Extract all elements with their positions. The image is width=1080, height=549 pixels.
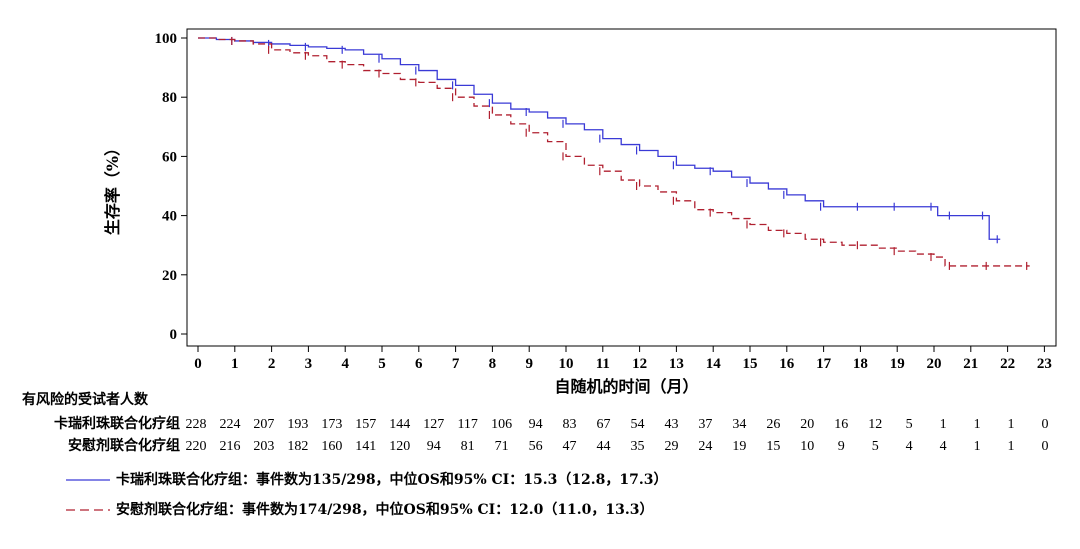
legend-label-1: 卡瑞利珠联合化疗组：事件数为135/298，中位OS和95% CI：15.3（1… — [116, 471, 668, 488]
legend-label-2: 安慰剂联合化疗组：事件数为174/298，中位OS和95% CI：12.0（11… — [116, 501, 654, 518]
risk-count: 106 — [491, 417, 512, 432]
x-tick-label: 14 — [706, 356, 722, 372]
risk-count: 157 — [355, 417, 376, 432]
risk-count: 56 — [529, 439, 543, 454]
x-axis-title: 自随机的时间（月） — [554, 377, 698, 396]
risk-count: 207 — [253, 417, 274, 432]
risk-count: 94 — [427, 439, 441, 454]
risk-count: 0 — [1042, 417, 1049, 432]
risk-count: 224 — [219, 417, 240, 432]
series-line-2 — [198, 37, 1030, 267]
x-tick-label: 0 — [194, 356, 202, 372]
risk-count: 26 — [766, 417, 780, 432]
y-axis: 0 20 40 60 80 100 — [155, 31, 187, 343]
x-tick-label: 5 — [378, 356, 386, 372]
x-tick-label: 10 — [559, 356, 574, 372]
x-tick-label: 6 — [415, 356, 423, 372]
risk-count: 54 — [630, 417, 644, 432]
x-tick-label: 4 — [341, 356, 349, 372]
y-tick-label: 20 — [162, 268, 177, 284]
plot-frame — [186, 28, 1057, 347]
risk-count: 141 — [355, 439, 376, 454]
y-tick-label: 100 — [155, 31, 178, 47]
risk-count: 228 — [186, 417, 207, 432]
risk-count: 94 — [529, 417, 543, 432]
legend: 卡瑞利珠联合化疗组：事件数为135/298，中位OS和95% CI：15.3（1… — [66, 471, 668, 518]
risk-count: 20 — [800, 417, 814, 432]
risk-count: 81 — [461, 439, 475, 454]
x-tick-label: 11 — [596, 356, 610, 372]
risk-count: 19 — [732, 439, 746, 454]
risk-count: 193 — [287, 417, 308, 432]
x-tick-label: 7 — [452, 356, 460, 372]
x-tick-label: 13 — [669, 356, 684, 372]
risk-count: 71 — [495, 439, 509, 454]
series-line-1 — [198, 37, 1001, 240]
risk-count: 29 — [664, 439, 678, 454]
risk-count: 1 — [1008, 439, 1015, 454]
risk-count: 1 — [974, 417, 981, 432]
y-tick-label: 60 — [162, 149, 177, 165]
risk-count: 43 — [664, 417, 678, 432]
risk-count: 10 — [800, 439, 814, 454]
risk-count: 1 — [1008, 417, 1015, 432]
x-tick-label: 16 — [779, 356, 795, 372]
x-tick-label: 12 — [632, 356, 647, 372]
risk-count: 5 — [872, 439, 879, 454]
risk-count: 4 — [906, 439, 913, 454]
x-tick-label: 22 — [1000, 356, 1015, 372]
risk-count: 15 — [766, 439, 780, 454]
risk-count: 4 — [940, 439, 947, 454]
y-tick-label: 0 — [170, 327, 178, 343]
x-tick-label: 9 — [525, 356, 533, 372]
risk-count: 35 — [630, 439, 644, 454]
risk-count: 5 — [906, 417, 913, 432]
risk-count: 1 — [974, 439, 981, 454]
risk-count: 9 — [838, 439, 845, 454]
risk-count: 117 — [457, 417, 477, 432]
x-tick-label: 18 — [853, 356, 868, 372]
risk-count: 37 — [698, 417, 712, 432]
x-tick-label: 2 — [268, 356, 276, 372]
risk-count: 120 — [389, 439, 410, 454]
risk-row-label: 卡瑞利珠联合化疗组 — [54, 415, 180, 432]
risk-count: 1 — [940, 417, 947, 432]
risk-count: 216 — [219, 439, 240, 454]
x-tick-label: 1 — [231, 356, 239, 372]
x-tick-label: 21 — [963, 356, 978, 372]
risk-count: 67 — [597, 417, 611, 432]
y-tick-label: 80 — [162, 90, 177, 106]
risk-count: 44 — [597, 439, 611, 454]
risk-count: 203 — [253, 439, 274, 454]
risk-count: 47 — [563, 439, 577, 454]
y-axis-title: 生存率（%） — [103, 140, 122, 235]
x-tick-label: 23 — [1037, 356, 1052, 372]
x-axis: 0 1 2 3 4 5 6 7 8 9 10 11 12 13 14 15 16 17 18 19 20 21 22 23 — [194, 346, 1052, 372]
risk-row-label: 安慰剂联合化疗组 — [68, 437, 180, 454]
risk-count: 127 — [423, 417, 444, 432]
x-tick-label: 3 — [305, 356, 313, 372]
risk-count: 173 — [321, 417, 342, 432]
risk-count: 24 — [698, 439, 712, 454]
x-tick-label: 19 — [890, 356, 905, 372]
x-tick-label: 8 — [489, 356, 497, 372]
risk-count: 182 — [287, 439, 308, 454]
series-layer — [198, 36, 1030, 270]
risk-count: 34 — [732, 417, 746, 432]
y-tick-label: 40 — [162, 209, 177, 225]
risk-count: 12 — [868, 417, 882, 432]
risk-count: 16 — [834, 417, 848, 432]
x-tick-label: 20 — [927, 356, 942, 372]
x-tick-label: 17 — [816, 356, 832, 372]
risk-table: 有风险的受试者人数 卡瑞利珠联合化疗组 228 224 207 193 173 157 144… — [22, 391, 1049, 454]
risk-table-title: 有风险的受试者人数 — [22, 391, 149, 408]
risk-count: 0 — [1042, 439, 1049, 454]
risk-count: 144 — [389, 417, 410, 432]
x-tick-label: 15 — [743, 356, 758, 372]
risk-count: 83 — [563, 417, 577, 432]
risk-count: 220 — [186, 439, 207, 454]
risk-count: 160 — [321, 439, 342, 454]
